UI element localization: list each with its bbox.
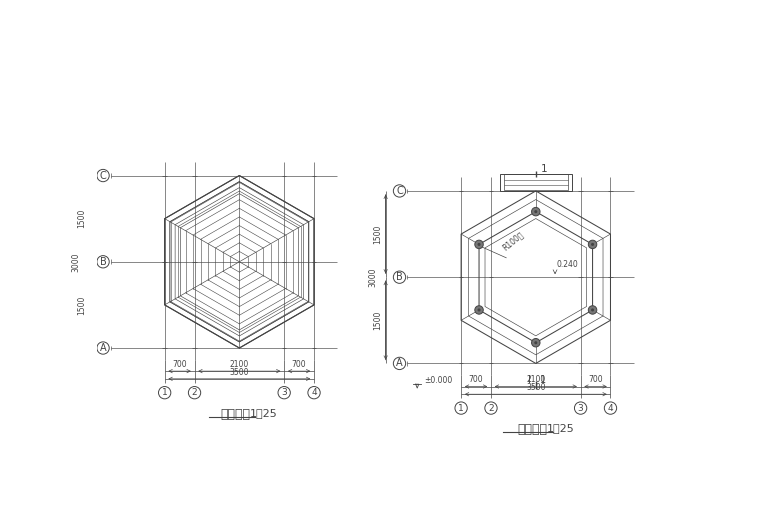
Circle shape (591, 243, 594, 246)
Text: A: A (100, 343, 106, 353)
Circle shape (531, 207, 540, 216)
Text: 2100: 2100 (230, 360, 249, 369)
Text: 3: 3 (578, 403, 584, 412)
Text: ±0.000: ±0.000 (424, 376, 452, 385)
Text: A: A (396, 358, 403, 368)
Text: 3000: 3000 (368, 267, 377, 287)
Circle shape (588, 306, 597, 314)
Circle shape (531, 339, 540, 347)
Text: 1：25: 1：25 (250, 408, 278, 418)
Bar (500, 174, 572, 191)
Text: 0.240: 0.240 (556, 260, 578, 269)
Text: 1500: 1500 (374, 311, 382, 330)
Text: B: B (100, 257, 106, 267)
Circle shape (534, 341, 537, 344)
Text: 2100: 2100 (526, 375, 546, 384)
Text: 4: 4 (608, 403, 613, 412)
Circle shape (475, 240, 483, 249)
Text: C: C (396, 186, 403, 196)
Text: 2: 2 (488, 403, 494, 412)
Text: 1500: 1500 (77, 295, 86, 315)
Circle shape (534, 210, 537, 213)
Text: 3500: 3500 (526, 383, 546, 392)
Text: 1: 1 (540, 375, 546, 385)
Text: 700: 700 (588, 375, 603, 384)
Text: B: B (396, 272, 403, 282)
Text: 700: 700 (173, 360, 187, 369)
Text: 700: 700 (469, 375, 483, 384)
Text: C: C (100, 170, 106, 180)
Circle shape (591, 308, 594, 311)
Text: 1500: 1500 (374, 225, 382, 244)
Text: 700: 700 (292, 360, 306, 369)
Text: 3500: 3500 (230, 368, 249, 377)
Text: 2: 2 (192, 388, 198, 397)
Text: 3: 3 (281, 388, 287, 397)
Circle shape (475, 306, 483, 314)
Text: I: I (528, 375, 531, 385)
Circle shape (588, 240, 597, 249)
Text: 亭平面图: 亭平面图 (517, 423, 547, 437)
Text: 4: 4 (312, 388, 317, 397)
Text: R100柱: R100柱 (500, 230, 525, 252)
Text: 亭顶视图: 亭顶视图 (220, 408, 251, 421)
Text: 1: 1 (540, 165, 547, 175)
Circle shape (477, 308, 480, 311)
Text: 1: 1 (458, 403, 464, 412)
Text: 1500: 1500 (77, 209, 86, 228)
Text: 1：25: 1：25 (546, 423, 575, 433)
Text: 1: 1 (162, 388, 167, 397)
Text: 3000: 3000 (71, 252, 81, 271)
Circle shape (477, 243, 480, 246)
Bar (504, 174, 568, 190)
